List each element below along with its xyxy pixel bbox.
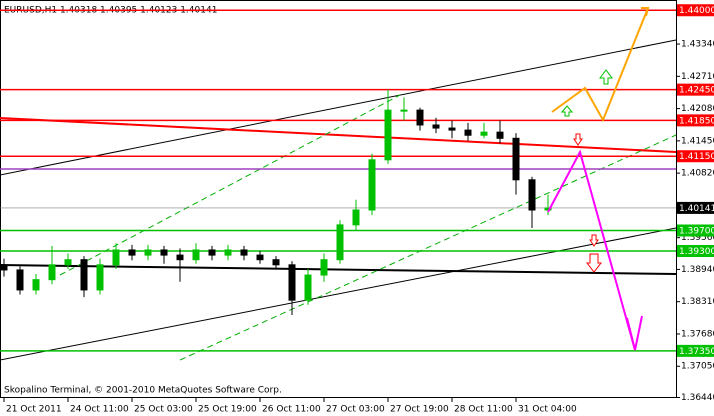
y-tick-label: 1.41450 (681, 136, 714, 146)
candle-body (320, 259, 328, 276)
candle-body (528, 179, 536, 211)
candle-body (288, 264, 296, 301)
level-label: 1.41150 (679, 152, 714, 162)
y-tick-label: 1.43340 (681, 40, 714, 50)
y-tick-label: 1.42710 (681, 72, 714, 82)
trendlines (0, 39, 677, 361)
level-label-box (677, 150, 714, 163)
black-trendline (0, 264, 677, 275)
candle-body (352, 209, 360, 226)
candle-body (224, 249, 232, 256)
level-label: 1.42450 (679, 86, 714, 96)
level-label-box (677, 83, 714, 96)
level-label-box (677, 224, 714, 237)
x-tick-label: 27 Oct 19:00 (390, 405, 449, 415)
candle-body (512, 137, 520, 181)
dashed-channel (179, 134, 677, 361)
candle-body (208, 249, 216, 256)
candle-body (80, 259, 88, 291)
candle-body (496, 131, 504, 139)
candle-body (144, 249, 152, 256)
projection-orange (551, 7, 649, 123)
arrow-up (560, 105, 574, 117)
arrow-down (585, 253, 603, 273)
level-label: 1.37350 (679, 347, 714, 357)
candle-body (64, 259, 72, 266)
candle-body (192, 249, 200, 261)
level-label: 1.39300 (679, 247, 714, 257)
arrow-up (599, 69, 613, 85)
candle-body (336, 224, 344, 261)
candle-body (464, 129, 472, 136)
x-tick-label: 26 Oct 11:00 (262, 405, 321, 415)
y-tick-label: 1.38310 (681, 297, 714, 307)
x-tick-label: 28 Oct 11:00 (454, 405, 513, 415)
candle-body (240, 249, 248, 256)
channel-lower (0, 227, 677, 361)
candle-body (416, 109, 424, 126)
x-tick-label: 21 Oct 2011 (6, 405, 62, 415)
level-label-box (677, 344, 714, 357)
candle-body (272, 259, 280, 266)
candle-body (48, 264, 56, 281)
arrow-down (589, 234, 599, 247)
y-tick-label: 1.36440 (681, 393, 714, 403)
x-tick-label: 27 Oct 03:00 (326, 405, 385, 415)
x-tick-label: 25 Oct 19:00 (198, 405, 257, 415)
y-tick-label: 1.38940 (681, 265, 714, 275)
footer: Skopalino Terminal, © 2001-2010 MetaQuot… (4, 386, 282, 396)
arrow-head (641, 7, 650, 17)
candle-body (16, 269, 24, 291)
y-tick-label: 1.39560 (681, 233, 714, 243)
y-tick-label: 1.37680 (681, 329, 714, 339)
candle-body (448, 127, 456, 131)
candle-body (160, 249, 168, 256)
projection-magenta (547, 149, 636, 351)
level-label: 1.44000 (679, 6, 714, 16)
x-tick-label: 25 Oct 03:00 (134, 405, 193, 415)
candle-body (384, 109, 392, 161)
candle-body (176, 254, 184, 261)
channel-upper (0, 39, 677, 176)
candle-body (0, 265, 8, 271)
red-trendline (0, 117, 677, 153)
level-label: 1.40141 (679, 204, 714, 214)
level-label-box (677, 244, 714, 257)
level-label: 1.41850 (679, 116, 714, 126)
y-tick-label: 1.42080 (681, 104, 714, 114)
candle-body (32, 279, 40, 291)
arrow-down (573, 133, 583, 146)
y-tick-label: 1.40820 (681, 169, 714, 179)
level-label-box (677, 4, 714, 17)
candle-body (96, 264, 104, 291)
candle-body (112, 249, 120, 266)
candle-body (432, 124, 440, 129)
level-label: 1.39700 (679, 227, 714, 237)
candle-body (480, 131, 488, 136)
arrow-head (626, 315, 643, 351)
level-label-box (677, 201, 714, 214)
x-tick-label: 31 Oct 04:00 (518, 405, 577, 415)
y-tick-label: 1.37050 (681, 362, 714, 372)
candle-body (400, 109, 408, 112)
candle-body (304, 274, 312, 301)
candle-body (368, 159, 376, 211)
dashed-channel (59, 94, 401, 276)
plot-frame (0, 0, 677, 398)
level-label-box (677, 114, 714, 127)
x-tick-label: 24 Oct 11:00 (70, 405, 129, 415)
candle-body (128, 249, 136, 256)
candle-body (256, 254, 264, 261)
